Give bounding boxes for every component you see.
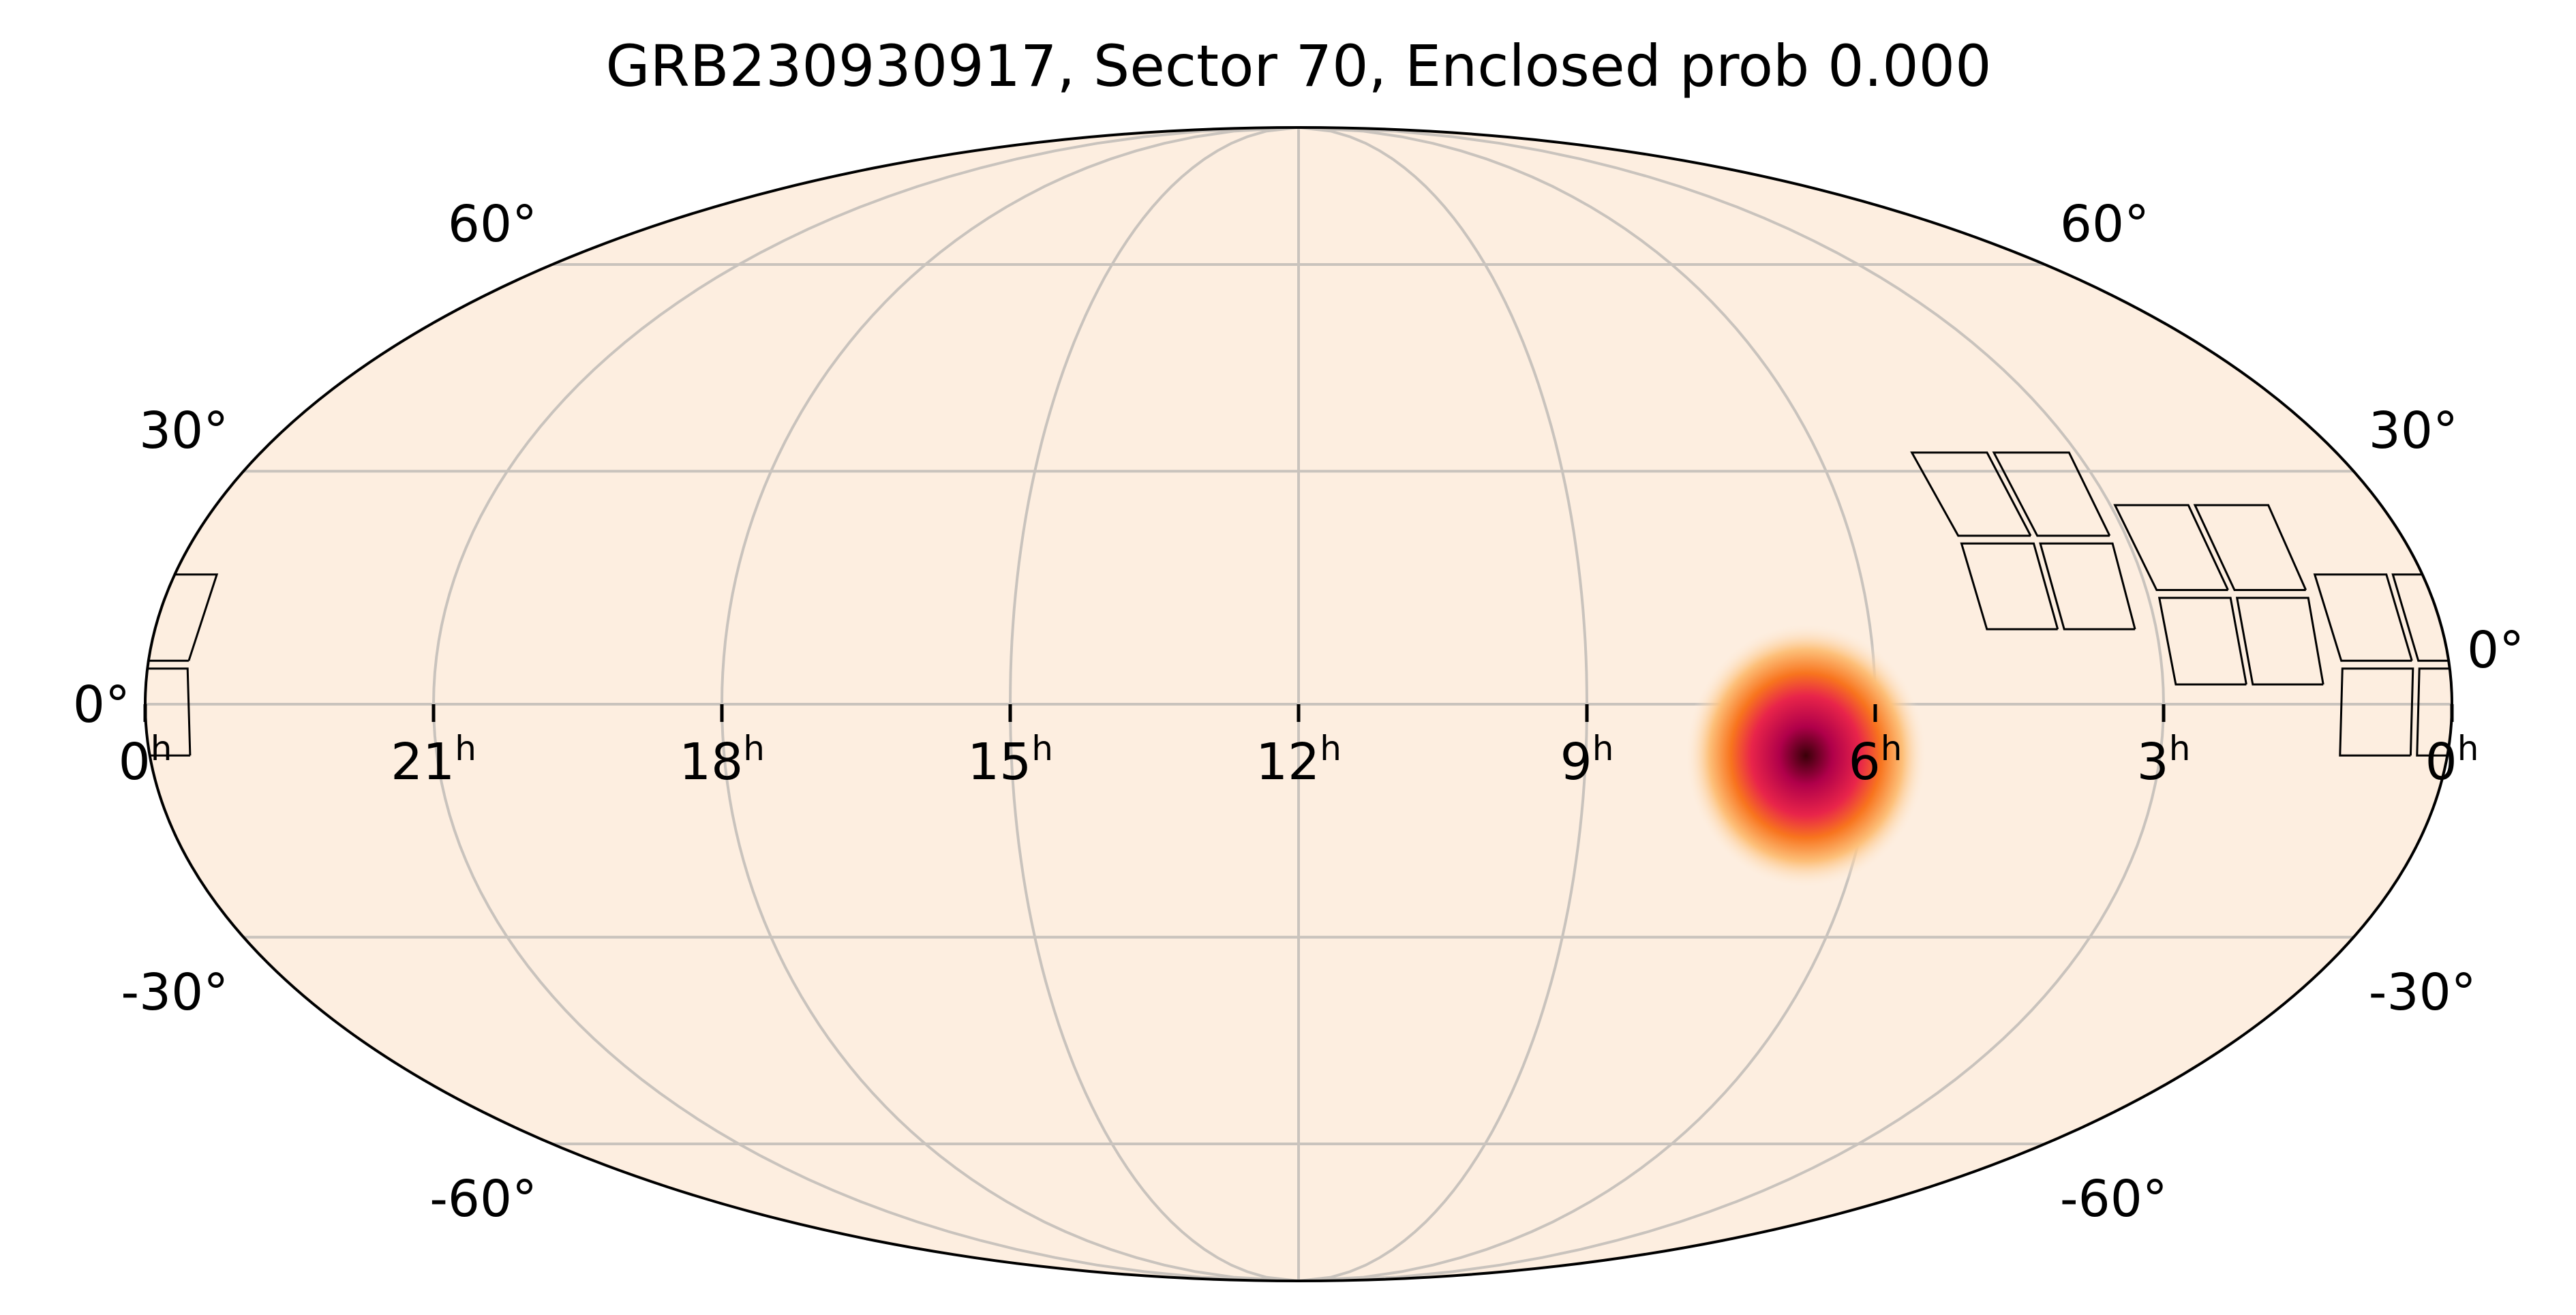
- dec-label-left: -60°: [429, 1170, 537, 1228]
- dec-label-right: 0°: [2467, 621, 2524, 680]
- ra-tick-labels: 0h 21h 18h 15h 12h 9h 6h 3h 0h: [119, 729, 2479, 791]
- ccd-footprint-wrapped: [145, 667, 192, 757]
- ccd-footprint-wrapped: [0, 505, 23, 590]
- dec-label-right: -30°: [2369, 963, 2476, 1022]
- ccd-footprint: [1910, 451, 2032, 537]
- ra-tick-label: 15h: [967, 729, 1053, 791]
- dec-label-right: -60°: [2060, 1170, 2168, 1228]
- ra-tick-label: 21h: [391, 729, 476, 791]
- ccd-footprint-wrapped: [2477, 732, 2573, 819]
- ccd-footprint: [2157, 596, 2247, 686]
- ccd-footprint-wrapped: [41, 575, 138, 661]
- sector-footprint: [0, 451, 2576, 819]
- dec-label-left: 30°: [139, 402, 228, 460]
- dec-label-right: 30°: [2369, 402, 2458, 460]
- ccd-footprint: [2555, 732, 2576, 819]
- chart-title: GRB230930917, Sector 70, Enclosed prob 0…: [605, 33, 1991, 100]
- dec-label-right: 60°: [2060, 195, 2149, 254]
- ccd-footprint: [2477, 732, 2573, 819]
- dec-label-left: 0°: [73, 676, 130, 734]
- probability-peak: [1684, 622, 1927, 888]
- ra-tick-label: 3h: [2137, 729, 2191, 791]
- ra-tick-label: 0h: [119, 729, 172, 791]
- ccd-footprint: [2313, 573, 2413, 662]
- ccd-footprint-wrapped: [2555, 732, 2576, 819]
- dec-label-left: 60°: [448, 195, 537, 254]
- ra-tick-label: 12h: [1256, 729, 1342, 791]
- ccd-footprint: [2416, 667, 2452, 757]
- ccd-footprint: [2113, 504, 2229, 591]
- ccd-footprint: [2193, 504, 2307, 591]
- ccd-footprint: [1960, 542, 2059, 631]
- ccd-footprint: [2391, 573, 2452, 662]
- ccd-footprint-wrapped: [0, 598, 41, 684]
- ccd-footprint: [2571, 637, 2576, 724]
- probability-heatmap: [1684, 622, 1927, 888]
- ra-tick-label: 0h: [2425, 729, 2479, 791]
- dec-tick-labels: 60° 60° 30° 30° 0° 0° -30° -30° -60° -60°: [73, 195, 2524, 1228]
- ccd-footprint: [2039, 542, 2136, 631]
- ccd-footprint-wrapped: [0, 505, 103, 590]
- ccd-footprint: [1992, 451, 2111, 537]
- ccd-footprint: [2339, 667, 2414, 757]
- ccd-footprint: [2235, 596, 2324, 686]
- ra-ticks: [143, 704, 2454, 722]
- ccd-footprint-wrapped: [2571, 637, 2576, 724]
- ra-tick-label: 6h: [1849, 729, 1903, 791]
- ra-tick-label: 18h: [679, 729, 765, 791]
- dec-label-left: -30°: [121, 963, 228, 1022]
- ra-tick-label: 9h: [1560, 729, 1614, 791]
